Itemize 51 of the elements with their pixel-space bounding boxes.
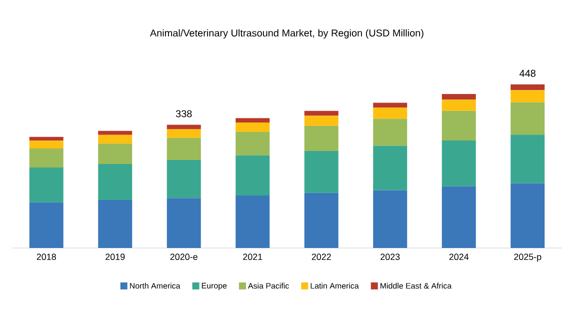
bar (373, 108, 408, 119)
bar (29, 140, 64, 149)
bar (373, 118, 408, 146)
bar (98, 144, 132, 164)
bar (29, 202, 64, 248)
chart-title: Animal/Veterinary Ultrasound Market, by Region (USD Million) (150, 29, 424, 38)
bar (442, 94, 476, 100)
bar (373, 102, 408, 108)
x-tick-label: 2019 (106, 254, 125, 260)
bar (98, 200, 132, 248)
bar (373, 190, 408, 248)
x-tick-label: 2018 (36, 254, 56, 260)
x-tick-label: 2022 (312, 254, 331, 260)
bar (166, 124, 201, 130)
bar (510, 183, 545, 248)
bar (442, 110, 476, 140)
x-tick-label: 2021 (243, 254, 262, 260)
bar (29, 167, 64, 202)
bar (166, 198, 201, 248)
bar (166, 138, 201, 160)
x-tick-label: 2020-e (170, 254, 198, 260)
bar (166, 160, 201, 198)
bar (98, 134, 132, 144)
bar (236, 132, 270, 156)
bar (304, 116, 338, 126)
annotation: 448 (520, 70, 536, 77)
bar (304, 192, 338, 248)
bar (304, 110, 338, 116)
bar (442, 140, 476, 186)
bar (510, 102, 545, 135)
bar (98, 130, 132, 135)
bar (442, 186, 476, 248)
bar (304, 126, 338, 151)
bar (236, 155, 270, 196)
bar (236, 195, 270, 248)
bar (442, 100, 476, 111)
bar (510, 84, 545, 90)
x-tick-label: 2024 (449, 254, 469, 260)
bar (304, 150, 338, 193)
bar (373, 146, 408, 190)
x-tick-label: 2023 (380, 254, 400, 260)
annotation: 338 (176, 110, 192, 118)
x-tick-label: 2025-p (514, 254, 542, 262)
bar (510, 134, 545, 184)
bar (29, 136, 64, 141)
bar (29, 148, 64, 168)
bar (98, 164, 132, 200)
bar (510, 90, 545, 102)
bar (236, 118, 270, 122)
bar (236, 122, 270, 132)
bar (166, 129, 201, 138)
